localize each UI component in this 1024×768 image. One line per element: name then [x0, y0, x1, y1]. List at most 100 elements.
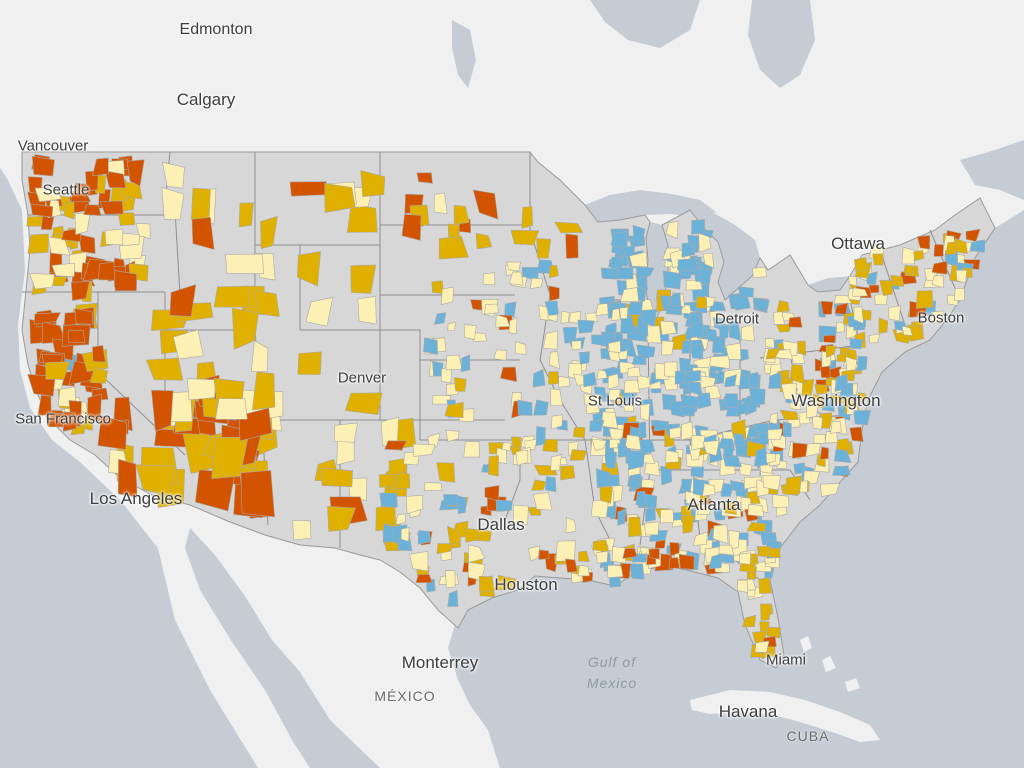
county-polygon[interactable]	[762, 474, 781, 491]
county-polygon[interactable]	[83, 204, 102, 217]
county-polygon[interactable]	[447, 589, 459, 607]
county-polygon[interactable]	[830, 420, 842, 434]
county-polygon[interactable]	[225, 253, 265, 275]
county-polygon[interactable]	[447, 525, 462, 546]
county-polygon[interactable]	[767, 428, 783, 440]
county-polygon[interactable]	[724, 374, 737, 388]
county-polygon[interactable]	[868, 333, 881, 344]
county-polygon[interactable]	[482, 272, 496, 286]
county-polygon[interactable]	[702, 252, 715, 269]
county-polygon[interactable]	[400, 527, 410, 542]
county-polygon[interactable]	[379, 492, 398, 508]
county-polygon[interactable]	[51, 262, 75, 277]
county-polygon[interactable]	[350, 264, 377, 294]
county-polygon[interactable]	[772, 494, 790, 508]
county-polygon[interactable]	[70, 281, 90, 301]
county-polygon[interactable]	[665, 220, 679, 240]
county-polygon[interactable]	[297, 351, 322, 375]
county-polygon[interactable]	[117, 458, 138, 498]
county-polygon[interactable]	[549, 388, 563, 406]
county-polygon[interactable]	[560, 310, 570, 324]
county-polygon[interactable]	[416, 172, 433, 184]
county-polygon[interactable]	[591, 334, 605, 346]
county-polygon[interactable]	[97, 261, 115, 281]
county-polygon[interactable]	[757, 545, 771, 558]
county-polygon[interactable]	[447, 223, 460, 239]
county-polygon[interactable]	[579, 351, 590, 365]
county-polygon[interactable]	[812, 415, 823, 430]
county-polygon[interactable]	[30, 203, 54, 218]
county-polygon[interactable]	[360, 170, 386, 198]
county-polygon[interactable]	[669, 401, 685, 418]
county-polygon[interactable]	[834, 294, 853, 304]
county-polygon[interactable]	[872, 253, 884, 266]
county-polygon[interactable]	[510, 229, 540, 246]
county-polygon[interactable]	[661, 340, 675, 356]
county-polygon[interactable]	[607, 388, 621, 402]
county-polygon[interactable]	[99, 200, 124, 215]
county-polygon[interactable]	[683, 370, 701, 384]
county-polygon[interactable]	[931, 260, 948, 275]
county-polygon[interactable]	[622, 547, 638, 559]
county-polygon[interactable]	[845, 356, 858, 372]
county-polygon[interactable]	[723, 445, 735, 458]
county-polygon[interactable]	[793, 462, 805, 475]
county-polygon[interactable]	[37, 394, 52, 417]
county-polygon[interactable]	[433, 312, 447, 325]
county-polygon[interactable]	[433, 192, 448, 215]
county-polygon[interactable]	[930, 310, 945, 324]
county-polygon[interactable]	[527, 545, 541, 562]
county-polygon[interactable]	[636, 265, 655, 280]
county-polygon[interactable]	[599, 486, 613, 504]
county-polygon[interactable]	[624, 434, 642, 451]
county-polygon[interactable]	[611, 546, 627, 564]
county-polygon[interactable]	[670, 292, 682, 308]
county-polygon[interactable]	[776, 323, 793, 333]
county-polygon[interactable]	[565, 233, 579, 259]
county-polygon[interactable]	[678, 553, 695, 570]
county-polygon[interactable]	[436, 543, 454, 555]
county-polygon[interactable]	[819, 446, 829, 460]
county-polygon[interactable]	[659, 320, 677, 336]
county-polygon[interactable]	[591, 438, 607, 451]
county-polygon[interactable]	[849, 426, 864, 442]
county-polygon[interactable]	[595, 468, 611, 489]
county-polygon[interactable]	[548, 371, 559, 385]
county-polygon[interactable]	[631, 354, 647, 366]
county-polygon[interactable]	[344, 392, 383, 416]
county-polygon[interactable]	[86, 393, 102, 423]
county-polygon[interactable]	[536, 238, 552, 259]
county-polygon[interactable]	[515, 449, 529, 466]
county-polygon[interactable]	[741, 323, 755, 342]
county-polygon[interactable]	[607, 564, 624, 579]
county-polygon[interactable]	[700, 375, 716, 389]
county-polygon[interactable]	[718, 544, 735, 556]
county-polygon[interactable]	[571, 340, 582, 351]
county-polygon[interactable]	[803, 470, 820, 484]
county-polygon[interactable]	[945, 241, 957, 256]
county-polygon[interactable]	[644, 521, 660, 536]
county-polygon[interactable]	[63, 311, 80, 326]
county-polygon[interactable]	[749, 386, 766, 405]
county-polygon[interactable]	[70, 190, 92, 203]
county-polygon[interactable]	[31, 155, 55, 177]
county-polygon[interactable]	[445, 429, 460, 442]
county-polygon[interactable]	[555, 540, 576, 562]
county-polygon[interactable]	[603, 451, 617, 470]
county-polygon[interactable]	[702, 483, 716, 497]
county-polygon[interactable]	[760, 603, 772, 622]
county-polygon[interactable]	[213, 285, 251, 308]
county-polygon[interactable]	[423, 337, 439, 355]
county-polygon[interactable]	[417, 530, 432, 545]
county-polygon[interactable]	[635, 490, 647, 509]
county-polygon[interactable]	[628, 563, 645, 580]
county-polygon[interactable]	[550, 453, 562, 471]
county-polygon[interactable]	[151, 389, 174, 432]
county-polygon[interactable]	[499, 366, 518, 383]
county-polygon[interactable]	[617, 442, 629, 458]
county-polygon[interactable]	[648, 548, 660, 560]
county-polygon[interactable]	[551, 414, 564, 430]
county-polygon[interactable]	[788, 316, 803, 328]
county-polygon[interactable]	[832, 465, 851, 476]
